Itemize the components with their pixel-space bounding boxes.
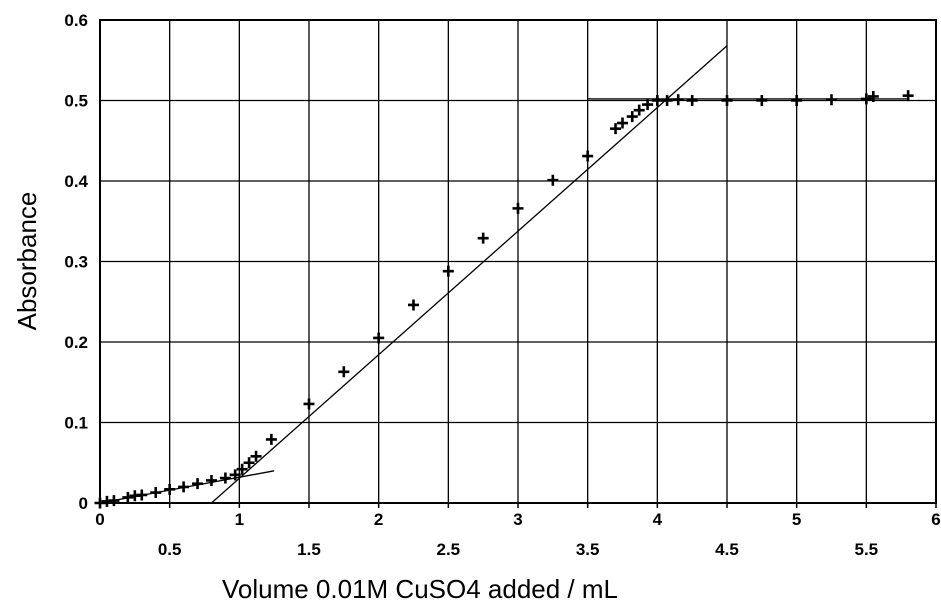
x-tick-label-half: 2.5: [437, 540, 461, 559]
data-point: [192, 478, 204, 490]
x-tick-label: 1: [235, 510, 244, 529]
data-point: [236, 463, 248, 475]
y-tick-label: 0.6: [64, 11, 88, 30]
data-point: [902, 90, 914, 102]
data-point: [512, 202, 524, 214]
x-tick-label: 3: [513, 510, 522, 529]
data-point: [205, 474, 217, 486]
data-point: [867, 90, 879, 102]
x-tick-labels: 0 1 2 3 4 5 6 0.5 1.5 2.5 3.5 4.5 5.5: [95, 510, 940, 559]
data-point: [721, 95, 733, 106]
data-point: [219, 472, 231, 484]
data-point: [136, 489, 148, 501]
y-tick-label: 0: [79, 494, 88, 513]
y-tick-label: 0.2: [64, 333, 88, 352]
data-point: [651, 95, 663, 106]
data-point: [229, 469, 241, 481]
data-point: [756, 95, 768, 106]
data-point: [826, 94, 837, 106]
y-axis-label: Absorbance: [12, 192, 42, 331]
y-tick-label: 0.3: [64, 253, 88, 272]
data-point: [582, 150, 594, 162]
fit-lines: [99, 45, 909, 504]
data-point: [686, 95, 698, 106]
data-point: [672, 94, 684, 106]
x-tick-label-half: 0.5: [158, 540, 182, 559]
grid: [100, 20, 936, 503]
x-tick-label-half: 4.5: [715, 540, 739, 559]
data-point: [633, 104, 645, 116]
x-tick-label: 6: [931, 510, 940, 529]
data-point: [860, 93, 872, 105]
data-point: [150, 487, 162, 499]
x-tick-label-half: 5.5: [855, 540, 879, 559]
data-point: [408, 299, 419, 311]
data-point: [661, 95, 673, 106]
data-point: [791, 95, 803, 106]
data-point: [94, 497, 106, 509]
x-tick-label-half: 1.5: [297, 540, 321, 559]
x-tick-label: 5: [792, 510, 801, 529]
data-point: [626, 111, 638, 123]
data-point: [178, 481, 190, 493]
x-axis-label: Volume 0.01M CuSO4 added / mL: [222, 574, 618, 604]
data-point: [477, 232, 489, 244]
x-tick-label: 4: [653, 510, 663, 529]
data-point: [122, 491, 134, 503]
data-point: [250, 450, 262, 462]
y-tick-label: 0.1: [64, 414, 88, 433]
data-points: [94, 90, 914, 509]
data-point: [442, 265, 454, 277]
data-point: [243, 457, 255, 469]
y-tick-label: 0.5: [64, 92, 88, 111]
x-tick-label: 0: [95, 510, 104, 529]
fit-line: [211, 45, 728, 504]
data-point: [617, 117, 628, 129]
data-point: [338, 366, 350, 378]
x-tick-label: 2: [374, 510, 383, 529]
data-point: [373, 332, 385, 344]
data-point: [303, 398, 315, 410]
y-tick-labels: 0 0.1 0.2 0.3 0.4 0.5 0.6: [64, 11, 88, 513]
data-point: [610, 123, 622, 135]
data-point: [642, 99, 654, 111]
data-point: [547, 174, 559, 186]
x-tick-label-half: 3.5: [576, 540, 600, 559]
data-point: [108, 495, 120, 507]
y-tick-label: 0.4: [64, 172, 88, 191]
data-point: [164, 483, 176, 495]
data-point: [265, 433, 277, 445]
